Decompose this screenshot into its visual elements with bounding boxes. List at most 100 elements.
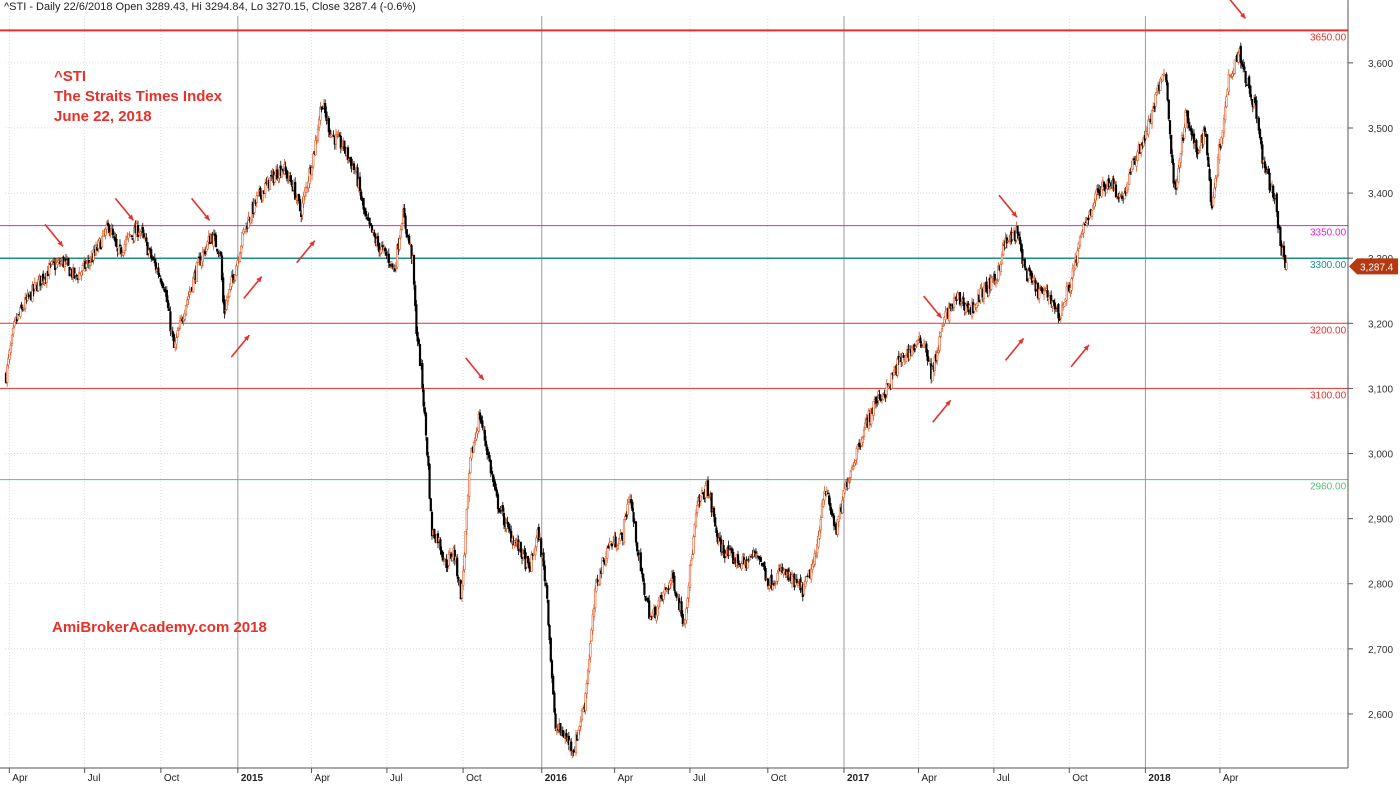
candle-body	[694, 513, 698, 527]
candle-body	[1053, 302, 1056, 310]
candle-body	[201, 252, 204, 263]
annotation-arrows	[44, 0, 1247, 423]
candle-body	[324, 103, 327, 114]
candle-body	[235, 265, 238, 276]
y-tick-label: 3,500	[1368, 124, 1393, 135]
candle-body	[1017, 233, 1020, 236]
candle-body	[1261, 144, 1264, 164]
candle-body	[964, 304, 968, 313]
candle-body	[554, 713, 557, 729]
level-label: 3300.00	[1310, 260, 1347, 271]
candle-body	[790, 574, 794, 584]
candle-body	[356, 167, 359, 187]
candle-body	[878, 393, 881, 400]
candle-body	[423, 407, 426, 415]
x-tick-label: Jul	[693, 773, 706, 784]
candle-body	[904, 355, 908, 362]
candle-body	[582, 708, 585, 713]
candle-body	[584, 692, 587, 711]
candle-body	[862, 429, 866, 437]
candle-body	[465, 509, 468, 530]
candle-body	[276, 169, 279, 180]
candle-body	[706, 480, 710, 497]
arrow-head	[936, 312, 942, 319]
grid	[5, 16, 1348, 768]
x-tick-label: Jul	[997, 773, 1010, 784]
candle-body	[771, 584, 774, 590]
candle-body	[714, 517, 717, 527]
candle-body	[1086, 219, 1089, 224]
candle-body	[1257, 117, 1260, 131]
candle-body	[447, 554, 450, 566]
candle-body	[942, 324, 945, 327]
candle-body	[796, 583, 800, 586]
candle-body	[1123, 193, 1126, 200]
candle-body	[841, 499, 844, 514]
candle-body	[543, 565, 546, 582]
candle-body	[540, 538, 543, 558]
candle-body	[339, 135, 342, 149]
chart-title-symbol: ^STI	[54, 68, 87, 85]
candle-body	[644, 595, 647, 601]
candle-body	[1024, 268, 1028, 271]
candle-body	[1279, 226, 1282, 246]
candle-body	[165, 289, 168, 302]
candle-body	[526, 555, 530, 563]
candle-body	[1023, 259, 1026, 268]
candle-body	[1255, 100, 1258, 119]
candle-body	[687, 585, 690, 599]
candle-body	[127, 233, 130, 239]
candle-body	[855, 447, 858, 460]
candle-body	[469, 457, 472, 473]
candle-body	[805, 575, 808, 583]
candle-body	[879, 398, 882, 401]
candle-body	[639, 552, 642, 571]
candle-body	[398, 238, 401, 250]
candle-body	[1167, 99, 1170, 120]
candle-body	[489, 459, 492, 474]
x-tick-label: 2018	[1148, 773, 1171, 784]
candle-body	[1090, 210, 1094, 217]
candle-body	[933, 356, 936, 371]
candle-body	[861, 437, 864, 443]
candle-body	[214, 234, 218, 248]
candle-body	[528, 561, 531, 569]
candle-body	[477, 414, 480, 432]
candle-body	[1188, 122, 1191, 128]
candle-body	[614, 536, 617, 548]
candle-body	[372, 229, 375, 233]
candle-body	[552, 676, 555, 695]
candle-body	[1239, 45, 1242, 64]
candle-body	[585, 683, 588, 694]
candle-body	[570, 741, 573, 751]
candle-body	[380, 246, 383, 253]
candle-body	[1195, 140, 1198, 153]
candle-body	[1126, 182, 1130, 190]
candle-body	[601, 557, 604, 575]
candle-body	[393, 268, 396, 272]
candle-body	[327, 118, 330, 132]
candle-body	[624, 516, 627, 520]
candle-body	[616, 545, 620, 550]
candle-body	[507, 523, 510, 530]
x-tick-label: Jul	[88, 773, 101, 784]
candle-body	[775, 581, 778, 585]
x-tick-label: Oct	[1072, 773, 1088, 784]
candle-body	[1018, 236, 1022, 245]
candle-body	[681, 613, 684, 625]
candle-body	[870, 408, 873, 425]
candle-body	[9, 344, 12, 353]
candle-body	[170, 329, 173, 331]
level-label: 3200.00	[1310, 325, 1347, 336]
candle-body	[331, 135, 334, 138]
candle-body	[384, 248, 387, 252]
candle-body	[483, 429, 486, 441]
candle-body	[346, 147, 350, 160]
candle-body	[133, 226, 136, 242]
candle-body	[634, 521, 638, 543]
candle-body	[1268, 172, 1271, 191]
candle-body	[828, 495, 831, 505]
x-tick-label: Oct	[771, 773, 787, 784]
y-tick-label: 2,800	[1368, 580, 1393, 591]
candle-body	[19, 306, 22, 318]
